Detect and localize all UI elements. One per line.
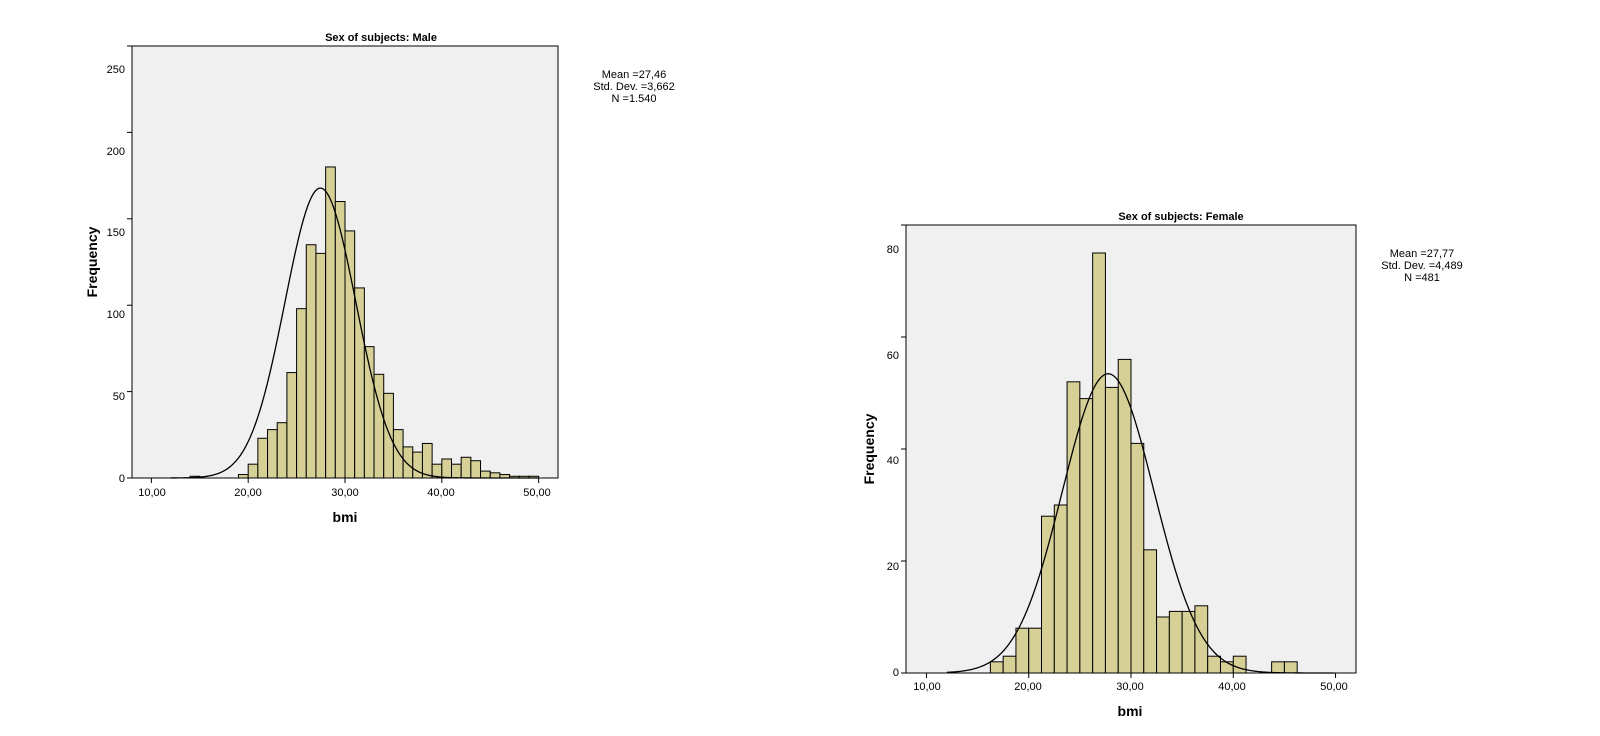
male-y-axis-label: Frequency	[84, 226, 100, 297]
female-ytick-label: 20	[887, 561, 899, 573]
male-histogram-bar	[315, 252, 327, 479]
female-histogram-panel: Sex of subjects: Female 0 20 40 60 80 10…	[861, 211, 1463, 719]
male-axis-ticks	[127, 45, 540, 483]
female-histogram-bar	[1066, 381, 1081, 674]
male-histogram-bar	[412, 451, 423, 479]
male-stats-mean: Mean =27,46	[602, 69, 667, 81]
female-xtick-label: 30,00	[1116, 681, 1144, 693]
male-histogram-bar	[489, 472, 501, 479]
female-xtick-label: 50,00	[1320, 681, 1348, 693]
female-histogram-bar	[1156, 616, 1170, 674]
male-histogram-bar	[286, 372, 298, 479]
female-histogram-bar	[1002, 655, 1017, 674]
female-x-axis-label: bmi	[1118, 703, 1143, 719]
male-histogram-bar	[480, 470, 491, 479]
male-bars	[189, 166, 540, 479]
female-chart-title: Sex of subjects: Female	[1118, 211, 1243, 223]
male-stats-sd: Std. Dev. =3,662	[593, 81, 674, 93]
male-histogram-panel: Sex of subjects: Male 0 50 100 150 200 2…	[84, 32, 675, 525]
female-normal-curve	[946, 373, 1335, 674]
male-xtick-label: 20,00	[234, 487, 262, 499]
male-xtick-label: 10,00	[138, 487, 166, 499]
female-histogram-bar	[1143, 549, 1158, 674]
male-xtick-label: 40,00	[427, 487, 455, 499]
male-histogram-bar	[451, 463, 462, 479]
male-stats-n: N =1.540	[612, 93, 657, 105]
female-histogram-bar	[1104, 386, 1119, 674]
female-stats-mean: Mean =27,77	[1390, 248, 1455, 260]
male-histogram-bar	[238, 474, 249, 479]
male-histogram-bar	[402, 446, 414, 479]
female-histogram-bar	[1092, 252, 1106, 674]
male-histogram-bar	[325, 166, 336, 479]
female-stats-n: N =481	[1404, 272, 1440, 284]
female-histogram-bar	[1271, 661, 1285, 674]
female-ytick-label: 60	[887, 350, 899, 362]
male-histogram-bar	[267, 429, 278, 479]
female-histogram-bar	[1130, 442, 1145, 674]
female-stats-sd: Std. Dev. =4,489	[1381, 260, 1462, 272]
female-histogram-bar	[1168, 610, 1183, 674]
male-histogram-bar	[460, 456, 472, 479]
male-x-axis-label: bmi	[333, 509, 358, 525]
male-histogram-bar	[344, 230, 356, 479]
female-bars	[989, 252, 1298, 674]
male-histogram-bar	[392, 429, 404, 479]
male-chart-title: Sex of subjects: Male	[325, 32, 437, 44]
male-histogram-bar	[305, 244, 317, 479]
male-histogram-bar	[421, 442, 433, 479]
female-xtick-label: 10,00	[913, 681, 941, 693]
male-ytick-label: 200	[107, 146, 125, 158]
male-ytick-label: 0	[119, 473, 125, 485]
male-xtick-label: 30,00	[331, 487, 359, 499]
male-histogram-bar	[383, 392, 394, 479]
male-histogram-bar	[441, 458, 453, 479]
female-axis-ticks	[901, 224, 1337, 678]
female-histogram-bar	[1117, 358, 1132, 674]
female-histogram-bar	[1181, 610, 1196, 674]
female-ytick-label: 40	[887, 455, 899, 467]
male-ytick-label: 250	[107, 64, 125, 76]
male-histogram-bar	[247, 463, 259, 479]
female-histogram-bar	[989, 661, 1004, 674]
female-histogram-bar	[1079, 398, 1094, 674]
female-histogram-bar	[1219, 661, 1234, 674]
male-ytick-label: 50	[113, 391, 125, 403]
female-ytick-label: 0	[893, 667, 899, 679]
female-xtick-label: 20,00	[1014, 681, 1042, 693]
male-ytick-label: 150	[107, 227, 125, 239]
male-ytick-label: 100	[107, 309, 125, 321]
female-histogram-bar	[1053, 504, 1068, 674]
female-histogram-bar	[1232, 655, 1247, 674]
female-histogram-bar	[1207, 655, 1221, 674]
female-y-axis-label: Frequency	[861, 413, 877, 484]
male-xtick-label: 50,00	[523, 487, 551, 499]
male-histogram-bar	[296, 308, 307, 479]
female-histogram-bar	[1028, 627, 1043, 674]
male-histogram-bar	[354, 287, 365, 479]
female-ytick-label: 80	[887, 244, 899, 256]
male-histogram-bar	[276, 422, 288, 479]
female-histogram-bar	[1041, 515, 1055, 674]
male-normal-curve	[170, 187, 538, 479]
female-xtick-label: 40,00	[1218, 681, 1246, 693]
female-histogram-bar	[1015, 627, 1030, 674]
female-histogram-bar	[1194, 605, 1209, 674]
male-histogram-bar	[257, 437, 269, 479]
male-histogram-bar	[470, 460, 482, 479]
female-histogram-bar	[1283, 661, 1298, 674]
